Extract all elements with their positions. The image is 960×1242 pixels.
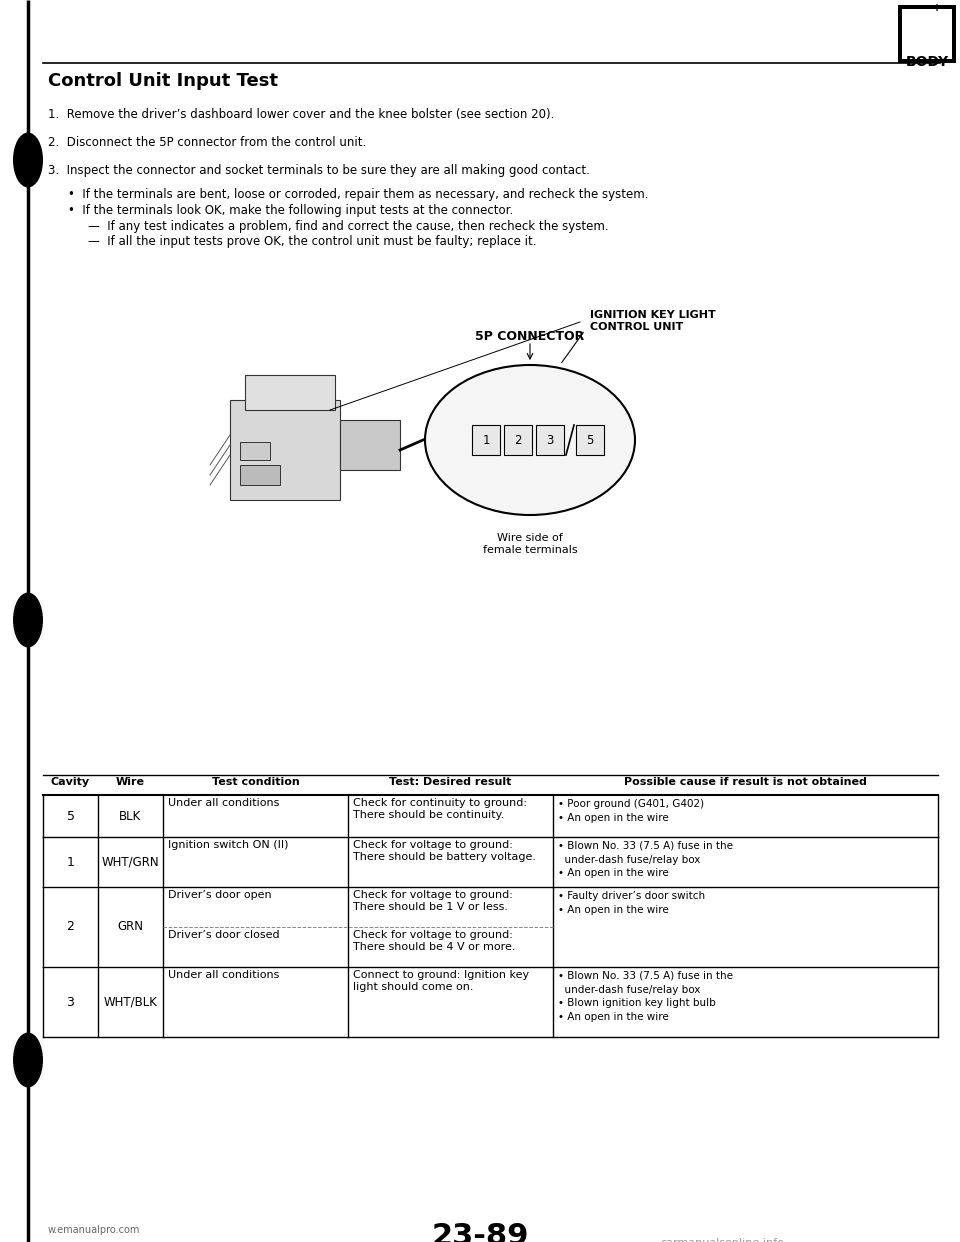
Text: Driver’s door closed: Driver’s door closed [168,930,279,940]
Text: 1.  Remove the driver’s dashboard lower cover and the knee bolster (see section : 1. Remove the driver’s dashboard lower c… [48,108,554,120]
Text: •  If the terminals look OK, make the following input tests at the connector.: • If the terminals look OK, make the fol… [68,204,514,217]
Text: 3.  Inspect the connector and socket terminals to be sure they are all making go: 3. Inspect the connector and socket term… [48,164,589,178]
Text: Ignition switch ON (II): Ignition switch ON (II) [168,840,289,850]
Bar [240,465,280,484]
Text: Connect to ground: Ignition key
light should come on.: Connect to ground: Ignition key light sh… [353,970,529,991]
Text: Check for voltage to ground:
There should be 4 V or more.: Check for voltage to ground: There shoul… [353,930,516,951]
Text: Check for voltage to ground:
There should be 1 V or less.: Check for voltage to ground: There shoul… [353,891,513,912]
Bar [340,420,400,469]
Bar [536,425,564,455]
Text: 1: 1 [66,856,75,868]
Text: WHT/BLK: WHT/BLK [104,996,157,1009]
Text: 1: 1 [482,433,490,447]
Text: Under all conditions: Under all conditions [168,799,279,809]
Ellipse shape [13,592,43,647]
Text: IGNITION KEY LIGHT
CONTROL UNIT: IGNITION KEY LIGHT CONTROL UNIT [590,310,716,333]
Bar [504,425,532,455]
Text: carmanualsonline.info: carmanualsonline.info [660,1238,784,1242]
Text: • Poor ground (G401, G402)
• An open in the wire: • Poor ground (G401, G402) • An open in … [558,799,704,822]
Text: 5: 5 [66,810,75,822]
Text: Check for voltage to ground:
There should be battery voltage.: Check for voltage to ground: There shoul… [353,840,536,862]
Text: Test condition: Test condition [211,777,300,787]
Text: 5P CONNECTOR: 5P CONNECTOR [475,330,585,343]
Text: Under all conditions: Under all conditions [168,970,279,980]
Bar [230,400,340,501]
Text: Test: Desired result: Test: Desired result [390,777,512,787]
Text: 3: 3 [66,996,75,1009]
Bar [898,5,956,63]
Bar [240,442,270,460]
Text: • Blown No. 33 (7.5 A) fuse in the
  under-dash fuse/relay box
• An open in the : • Blown No. 33 (7.5 A) fuse in the under… [558,841,733,878]
Bar [472,425,500,455]
Text: • Blown No. 33 (7.5 A) fuse in the
  under-dash fuse/relay box
• Blown ignition : • Blown No. 33 (7.5 A) fuse in the under… [558,971,733,1022]
Text: GRN: GRN [117,920,143,934]
Text: —  If any test indicates a problem, find and correct the cause, then recheck the: — If any test indicates a problem, find … [88,220,609,233]
Text: WHT/GRN: WHT/GRN [102,856,159,868]
Text: 5: 5 [587,433,593,447]
Text: w.emanualpro.com: w.emanualpro.com [48,1225,140,1235]
Ellipse shape [13,133,43,188]
Bar [576,425,604,455]
Text: 2: 2 [515,433,521,447]
Text: •  If the terminals are bent, loose or corroded, repair them as necessary, and r: • If the terminals are bent, loose or co… [68,188,649,201]
Text: 2.  Disconnect the 5P connector from the control unit.: 2. Disconnect the 5P connector from the … [48,137,367,149]
Text: • Faulty driver’s door switch
• An open in the wire: • Faulty driver’s door switch • An open … [558,891,706,914]
Text: Wire side of
female terminals: Wire side of female terminals [483,533,577,555]
Text: Driver’s door open: Driver’s door open [168,891,272,900]
Text: Check for continuity to ground:
There should be continuity.: Check for continuity to ground: There sh… [353,799,527,820]
Text: Control Unit Input Test: Control Unit Input Test [48,72,278,89]
Text: Possible cause if result is not obtained: Possible cause if result is not obtained [624,777,867,787]
Bar [245,375,335,410]
Text: BODY: BODY [905,55,948,70]
Text: 3: 3 [546,433,554,447]
Text: –    +: – + [913,2,941,12]
Ellipse shape [425,365,635,515]
Text: 2: 2 [66,920,75,934]
Text: 23-89: 23-89 [431,1222,529,1242]
Text: Wire: Wire [116,777,145,787]
Text: BLK: BLK [119,810,142,822]
Bar [902,9,952,60]
Text: —  If all the input tests prove OK, the control unit must be faulty; replace it.: — If all the input tests prove OK, the c… [88,235,537,248]
Text: Cavity: Cavity [51,777,90,787]
Ellipse shape [13,1032,43,1088]
